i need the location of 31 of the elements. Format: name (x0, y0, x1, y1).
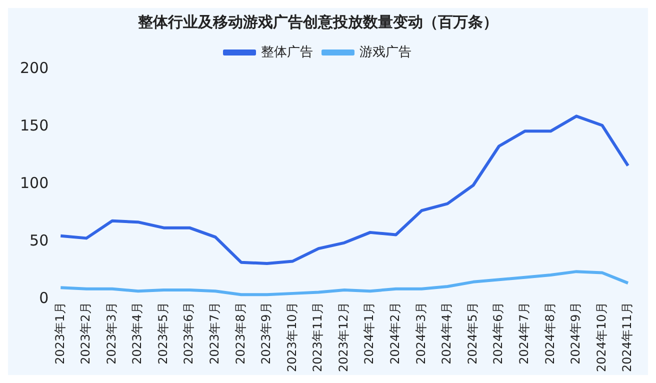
x-tick-label: 2024年5月 (465, 302, 480, 364)
x-tick-label: 2023年8月 (233, 302, 248, 364)
x-tick-label: 2024年11月 (620, 302, 634, 372)
legend-label: 整体广告 (261, 44, 313, 60)
x-tick-label: 2023年1月 (52, 302, 67, 364)
y-tick-label: 50 (30, 232, 49, 250)
x-tick-label: 2023年3月 (104, 302, 118, 364)
x-tick-label: 2023年4月 (130, 302, 144, 364)
x-tick-label: 2024年4月 (440, 302, 454, 364)
x-tick-label: 2024年1月 (362, 302, 376, 364)
y-tick-label: 0 (39, 289, 49, 308)
x-tick-label: 2023年7月 (207, 302, 222, 364)
legend-label: 游戏广告 (360, 44, 412, 60)
y-tick-label: 200 (20, 58, 49, 77)
x-tick-label: 2023年2月 (78, 302, 93, 364)
x-tick-label: 2023年12月 (336, 302, 350, 372)
x-tick-label: 2023年6月 (182, 302, 196, 364)
x-tick-label: 2024年10月 (594, 302, 608, 372)
x-tick-label: 2023年5月 (156, 302, 170, 364)
x-tick-label: 2024年9月 (568, 302, 583, 364)
x-tick-label: 2024年2月 (388, 302, 402, 364)
x-tick-label: 2023年9月 (259, 302, 274, 364)
x-tick-label: 2024年6月 (491, 302, 506, 364)
y-tick-label: 150 (20, 116, 49, 134)
y-tick-label: 100 (20, 174, 49, 192)
x-tick-label: 2024年8月 (542, 302, 557, 364)
x-tick-label: 2024年7月 (516, 302, 531, 364)
x-tick-label: 2024年3月 (414, 302, 428, 364)
x-tick-label: 2023年10月 (284, 302, 299, 372)
x-tick-label: 2023年11月 (310, 302, 325, 372)
chart-title: 整体行业及移动游戏广告创意投放数量变动（百万条） (137, 12, 498, 31)
